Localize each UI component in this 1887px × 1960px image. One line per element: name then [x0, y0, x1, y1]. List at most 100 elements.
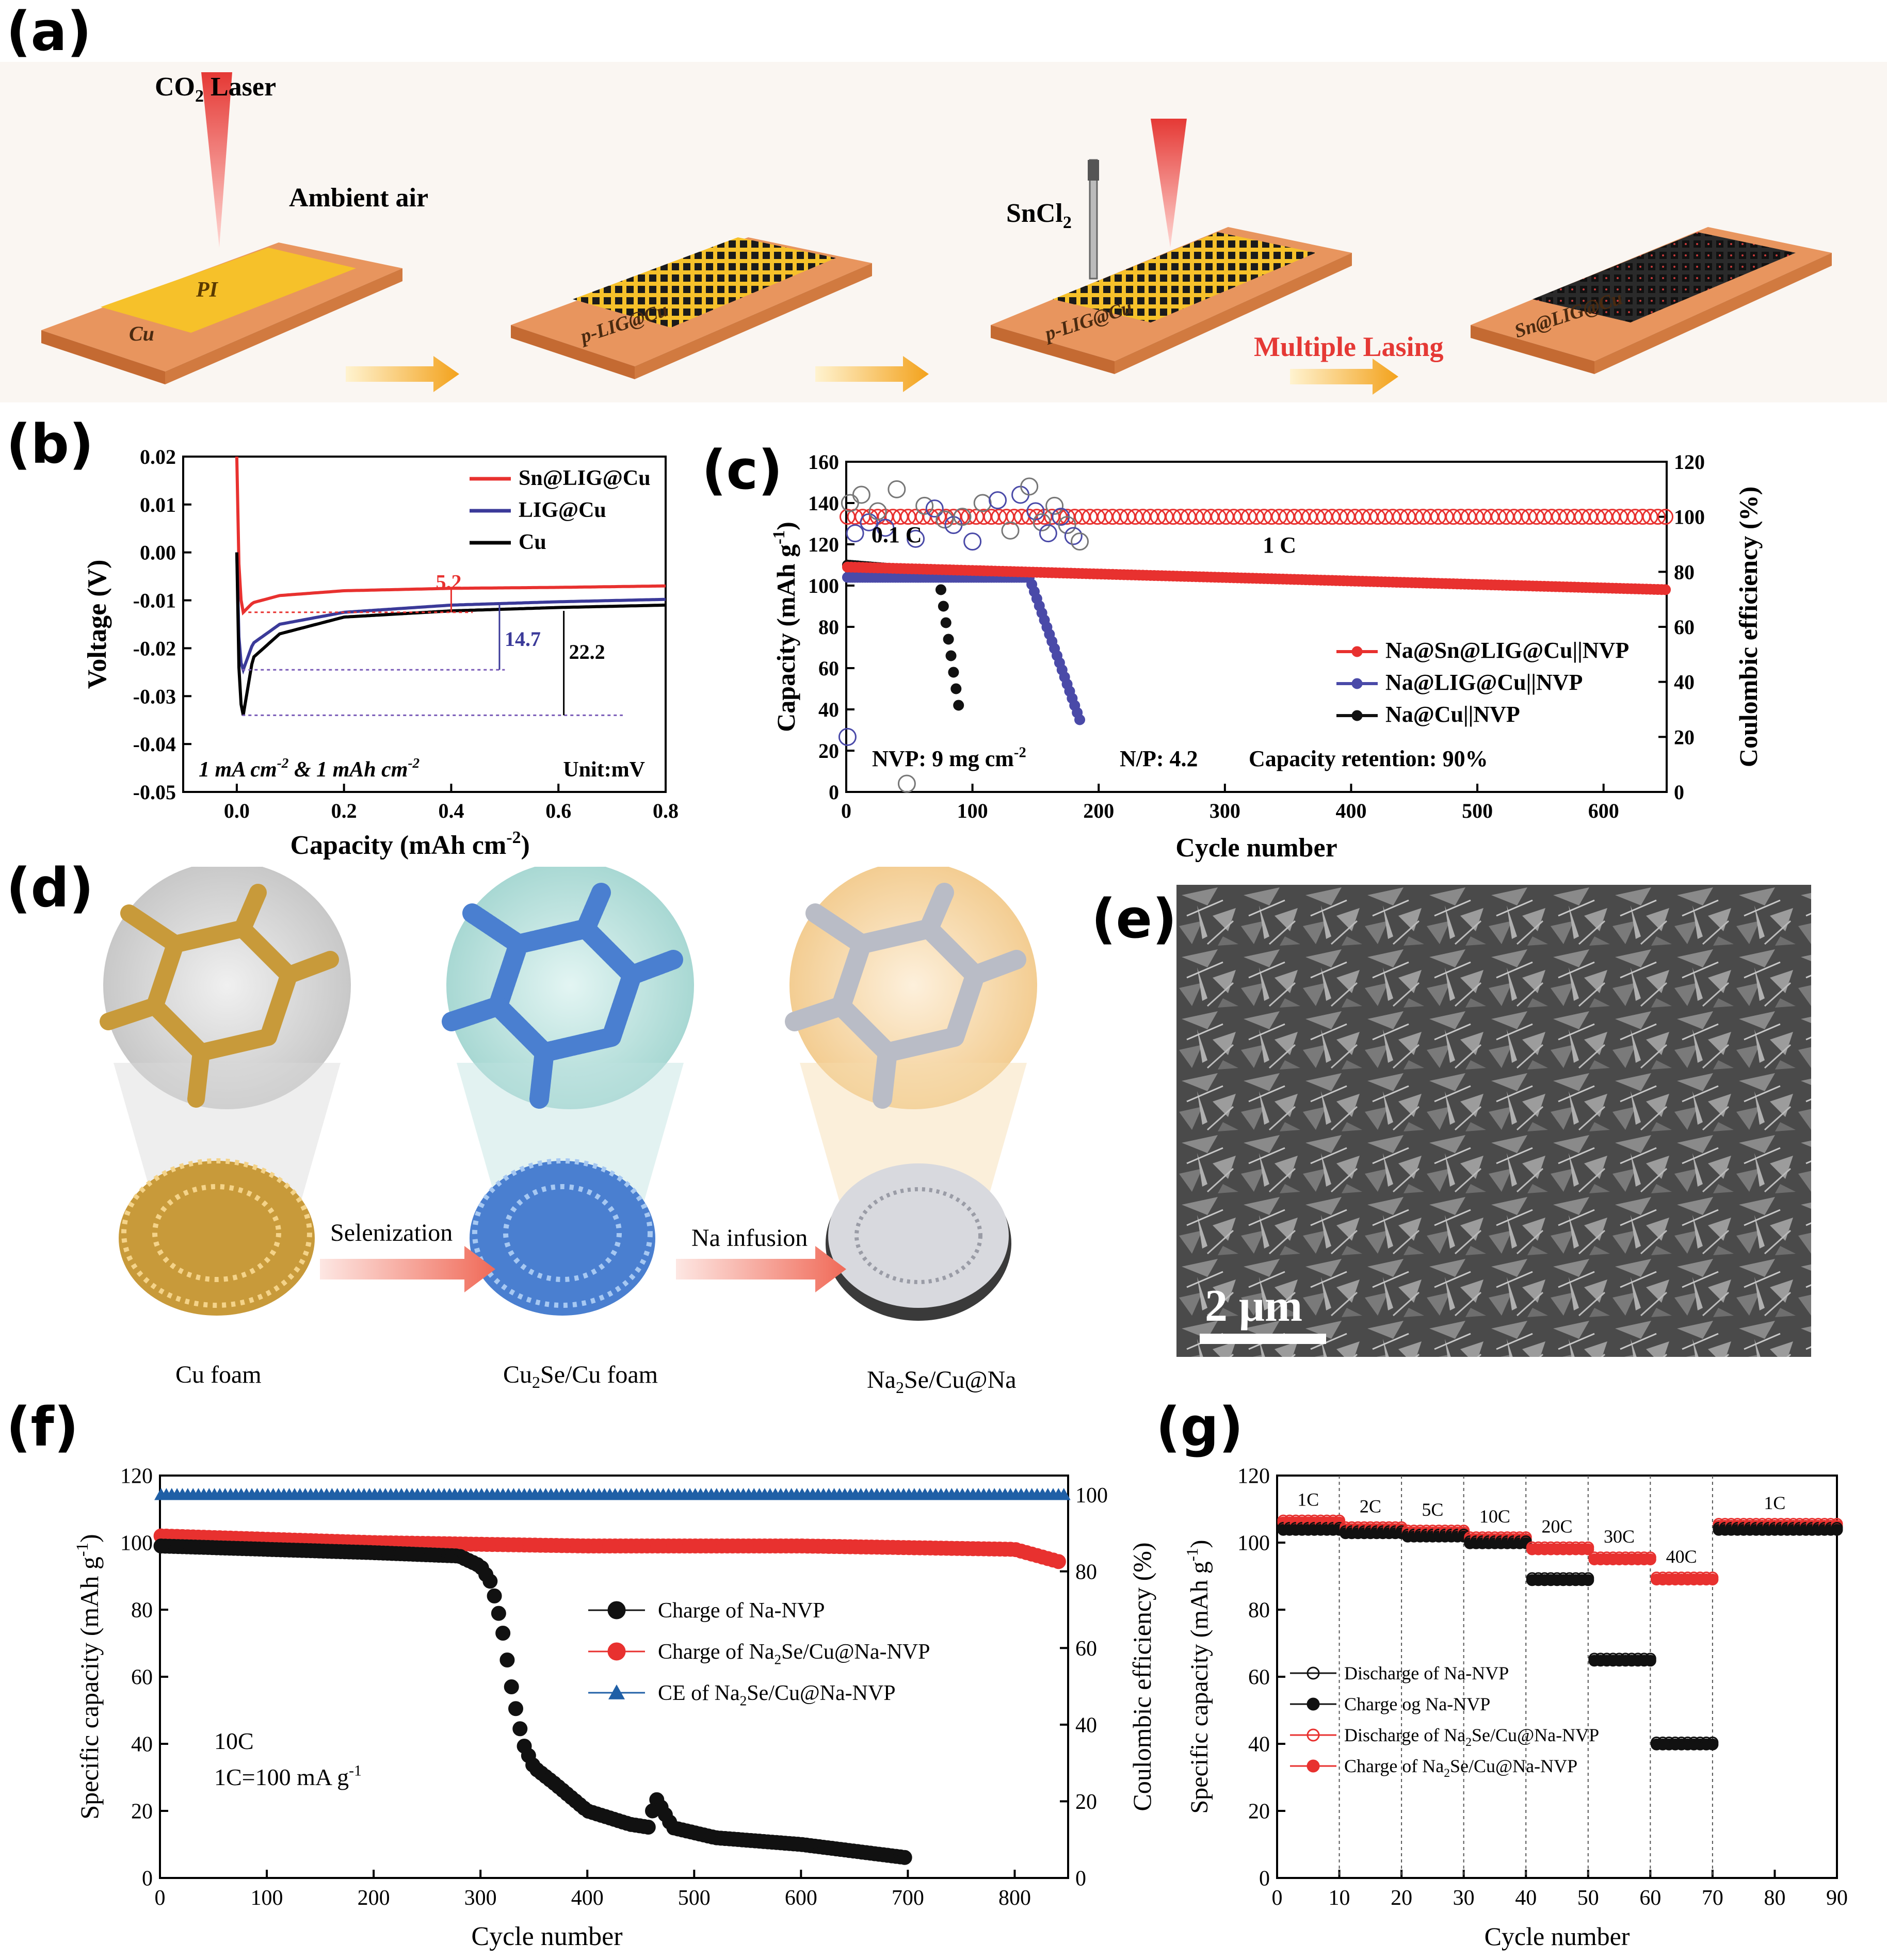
ce-point-scatter — [989, 491, 1007, 510]
cap-point-na-nvp — [897, 1850, 912, 1865]
y-tick-label: 80 — [131, 1599, 153, 1623]
y2-tick-label: 60 — [1674, 615, 1695, 639]
panel-label-d: (d) — [6, 856, 94, 919]
cu2se-disc — [470, 1158, 655, 1316]
x-tick-label: 600 — [785, 1886, 817, 1910]
ce-point-scatter — [953, 508, 972, 526]
x-tick-label: 600 — [1588, 799, 1619, 822]
laser-beam-2 — [1151, 119, 1187, 248]
sem-scale-label: 2 μm — [1205, 1281, 1302, 1331]
cap-point-blue — [1074, 714, 1086, 725]
y-tick-label: 60 — [818, 657, 839, 680]
rate-label: 10C — [214, 1728, 254, 1754]
x-tick-label: 300 — [1209, 799, 1240, 822]
y2-axis-label: Coulombic efficiency (%) — [1734, 487, 1763, 767]
x-tick-label: 700 — [892, 1886, 924, 1910]
cap-point-na-nvp — [482, 1574, 498, 1589]
y-tick-label: 120 — [120, 1465, 153, 1488]
cap-point-na-nvp — [640, 1820, 656, 1835]
panel-label-b: (b) — [6, 413, 94, 476]
cap-point-black — [938, 601, 949, 612]
legend-marker — [1351, 646, 1363, 657]
x-tick-label: 500 — [1462, 799, 1493, 822]
y-tick-label: 40 — [1248, 1733, 1270, 1757]
na-infusion-arrow — [676, 1246, 846, 1292]
plot-frame-b — [182, 456, 667, 793]
x-tick-label: 90 — [1826, 1886, 1848, 1910]
y-tick-label: 20 — [131, 1800, 153, 1824]
cap-point-na2se — [1051, 1554, 1066, 1569]
annot-147: 14.7 — [505, 627, 541, 651]
rate-label: 2C — [1360, 1496, 1381, 1517]
y2-tick-label: 40 — [1075, 1714, 1097, 1738]
na-infusion-label: Na infusion — [691, 1224, 808, 1252]
chart-c: 0 100 200 300 400 500 600020406080100120140160… — [770, 450, 1763, 863]
ce-point-scatter — [1045, 496, 1064, 515]
rate-label-1c: 1 C — [1263, 532, 1296, 558]
rate-label: 20C — [1541, 1516, 1572, 1537]
substrate-sncl2: p-LIG@Cu — [991, 227, 1352, 374]
ce-point-scatter — [1058, 516, 1076, 534]
cu-foam-disc — [119, 1158, 315, 1316]
y2-tick-label: 80 — [1075, 1560, 1097, 1584]
panel-d-schematic: Selenization Na infusion Cu foam Cu2Se/C… — [100, 867, 1037, 1397]
y-tick-label: 60 — [1248, 1666, 1270, 1690]
ce-point-scatter — [925, 499, 944, 518]
chart-b: 0.0 0.2 0.4 0.6 0.8 0.02 0.01 0.00 -0.01 -0.02 -0.… — [83, 445, 679, 860]
na2se-strut-icon — [785, 883, 1026, 1109]
x-tick-label: 0 — [841, 799, 851, 822]
legend-marker — [1307, 1697, 1320, 1711]
y2-tick-label: 60 — [1075, 1637, 1097, 1661]
y-tick-label: 80 — [818, 615, 839, 639]
laser-beam-1 — [201, 72, 232, 248]
na2se-disc — [826, 1163, 1011, 1321]
ce-point-scatter — [1001, 521, 1020, 540]
charge-na-nvp-point — [1582, 1574, 1594, 1586]
pi-label: PI — [196, 278, 219, 302]
ce-point-scatter — [936, 510, 954, 529]
panel-label-g: (g) — [1156, 1396, 1244, 1459]
y-tick-label: 100 — [120, 1532, 153, 1556]
legend-label: Charge of Na2Se/Cu@Na-NVP — [1344, 1756, 1577, 1780]
cap-point-black — [945, 650, 957, 661]
y-tick-label: 0.01 — [140, 493, 176, 516]
x-tick-label: 0.6 — [545, 799, 571, 822]
y-tick-label: 160 — [808, 450, 839, 474]
panel-label-c: (c) — [702, 439, 783, 501]
ce-point-scatter — [860, 513, 878, 531]
x-tick-label: 60 — [1639, 1886, 1661, 1910]
x-tick-label: 100 — [957, 799, 988, 822]
legend-label: CE of Na2Se/Cu@Na-NVP — [658, 1681, 896, 1709]
chart-f: 0 100 200 300 400 500 600 700 800020406080100120… — [73, 1465, 1156, 1951]
rate-label: 1C — [1764, 1493, 1785, 1513]
y-tick-label: -0.04 — [133, 733, 176, 756]
substrate-cu-pi: PI Cu — [41, 242, 402, 384]
y-tick-label: 100 — [1237, 1532, 1270, 1556]
x-axis-label: Cycle number — [471, 1922, 622, 1951]
ce-point-outlier — [838, 727, 857, 746]
y-tick-label: 20 — [818, 739, 839, 763]
y-axis-label: Specific capacity (mAh g-1) — [1183, 1540, 1213, 1813]
x-tick-label: 200 — [358, 1886, 390, 1910]
x-axis-label: Cycle number — [1485, 1922, 1630, 1951]
y-tick-label: -0.01 — [133, 589, 176, 612]
x-tick-label: 80 — [1764, 1886, 1785, 1910]
y2-tick-label: 100 — [1674, 506, 1705, 529]
dropper-icon — [1088, 159, 1099, 280]
y2-axis-label: Coulombic efficiency (%) — [1127, 1542, 1156, 1811]
y-tick-label: 0 — [142, 1867, 153, 1891]
y2-tick-label: 80 — [1674, 560, 1695, 584]
legend-marker — [607, 1601, 626, 1619]
ce-point-scatter — [915, 496, 934, 515]
y-tick-label: -0.03 — [133, 685, 176, 708]
ce-point-scatter — [907, 529, 925, 548]
y-tick-label: 40 — [818, 698, 839, 721]
legend-label: LIG@Cu — [519, 498, 606, 522]
np-label: N/P: 4.2 — [1120, 746, 1198, 771]
x-tick-label: 400 — [571, 1886, 604, 1910]
charge-na2se-point — [1644, 1553, 1656, 1565]
annot-52: 5.2 — [436, 571, 461, 594]
x-tick-label: 500 — [678, 1886, 711, 1910]
ce-point — [1057, 1488, 1071, 1500]
ce-point-scatter — [876, 519, 895, 537]
